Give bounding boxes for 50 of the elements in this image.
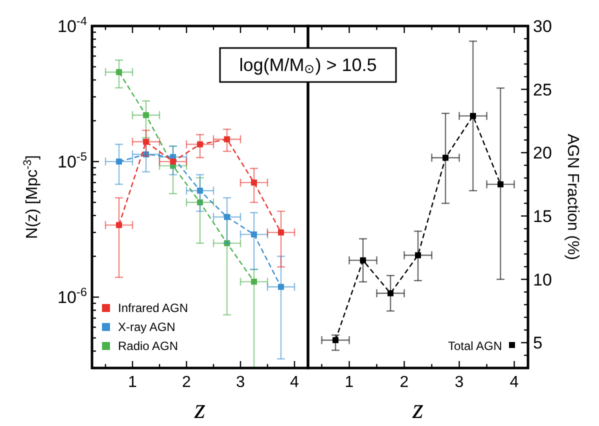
point xyxy=(197,141,203,148)
point xyxy=(442,154,448,161)
point xyxy=(224,240,230,246)
point xyxy=(251,278,257,285)
x-tick-label: 2 xyxy=(400,374,409,391)
y-tick-label: 10$^{-6}$ xyxy=(58,285,88,308)
y-tick-label: 20 xyxy=(533,144,552,163)
y-tick-label: 10 xyxy=(533,270,552,290)
y-tick-label: 25 xyxy=(533,80,552,100)
legend-label: Total AGN xyxy=(448,339,502,353)
point xyxy=(224,214,230,220)
x-axis-title: z xyxy=(412,394,424,425)
y-tick-label: 30 xyxy=(533,17,552,36)
point xyxy=(415,252,421,258)
point xyxy=(116,69,122,76)
x-tick-label: 1 xyxy=(128,374,138,391)
x-tick-label: 3 xyxy=(236,374,246,391)
legend-label: X-ray AGN xyxy=(118,320,176,334)
point xyxy=(143,138,149,145)
y-tick-label: 15 xyxy=(533,207,552,226)
point xyxy=(251,180,257,186)
point xyxy=(116,158,122,165)
point xyxy=(470,112,476,119)
point xyxy=(278,284,284,290)
x-tick-label: 4 xyxy=(290,374,300,391)
y-axis-title: AGN Fraction (%) xyxy=(564,134,581,260)
point xyxy=(498,181,504,188)
point xyxy=(360,257,366,264)
x-tick-label: 1 xyxy=(344,374,354,391)
point xyxy=(143,151,149,158)
x-axis-title: z xyxy=(194,394,206,425)
point xyxy=(332,337,338,344)
y-tick-label: 10$^{-4}$ xyxy=(58,14,88,36)
point xyxy=(197,188,203,194)
point xyxy=(251,231,257,238)
point xyxy=(388,290,394,296)
point xyxy=(116,222,122,228)
x-tick-label: 2 xyxy=(182,374,192,391)
legend-label: Radio AGN xyxy=(118,339,178,353)
x-tick-label: 4 xyxy=(510,374,519,391)
point xyxy=(278,229,284,236)
point xyxy=(143,112,149,118)
y-tick-label: 5 xyxy=(533,334,542,353)
point xyxy=(170,158,176,165)
point xyxy=(224,136,230,142)
y-tick-label: 10$^{-5}$ xyxy=(58,150,88,172)
x-tick-label: 3 xyxy=(454,374,464,391)
annotation: log(M/M⊙) > 10.5 xyxy=(239,55,377,76)
point xyxy=(197,199,203,206)
legend-label: Infrared AGN xyxy=(118,301,188,315)
